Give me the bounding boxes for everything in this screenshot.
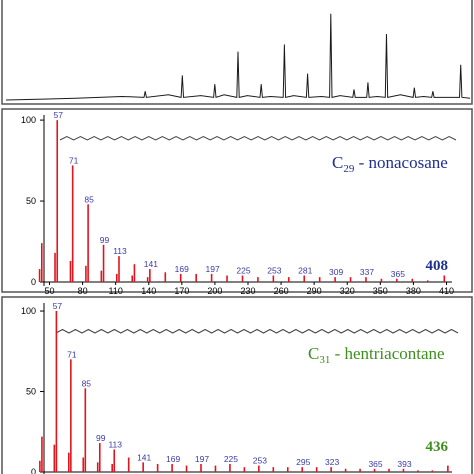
hentriacontane-compound-label: C31 - hentriacontane: [308, 344, 445, 366]
nonacosane-panel: 0 50 100 50 80 110 140 170 200 230 260 290 320 350 38…: [1, 108, 473, 296]
nonacosane-frame: [1, 108, 473, 293]
peak-label: 57: [53, 301, 63, 311]
peak-label: 365: [391, 269, 405, 279]
peak-label: 337: [360, 267, 374, 277]
peak-label: 99: [96, 433, 106, 443]
x-tick-label: 230: [240, 286, 255, 296]
peak-label: 225: [236, 266, 250, 276]
peak-label: 393: [397, 459, 411, 469]
y-tick-label: 100: [21, 115, 36, 125]
peak-label: 99: [100, 235, 110, 245]
x-tick-label: 140: [141, 286, 156, 296]
y-tick-label: 50: [26, 387, 36, 397]
chromatogram-frame: [1, 0, 473, 105]
peak-label: 85: [82, 378, 92, 388]
x-tick-label: 290: [307, 286, 322, 296]
peak-label: 309: [329, 267, 343, 277]
peak-label: 295: [296, 457, 310, 467]
x-tick-label: 350: [373, 286, 388, 296]
hentriacontane-frame: [1, 296, 473, 474]
x-tick-label: 80: [78, 286, 88, 296]
peak-label: 169: [166, 454, 180, 464]
y-tick-label: 0: [31, 467, 36, 474]
hentriacontane-molecular-ion: 436: [426, 439, 449, 455]
x-tick-label: 320: [340, 286, 355, 296]
y-tick-label: 100: [21, 306, 36, 316]
chromatogram-panel: [1, 0, 473, 105]
peak-label: 71: [67, 349, 77, 359]
peak-label: 169: [175, 264, 189, 274]
x-tick-label: 410: [439, 286, 454, 296]
nonacosane-compound-label: C29 - nonacosane: [332, 153, 448, 175]
peak-label: 113: [113, 246, 127, 256]
x-tick-label: 50: [45, 286, 55, 296]
nonacosane-molecular-ion: 408: [426, 258, 449, 274]
hentriacontane-structure: [55, 328, 459, 334]
x-tick-label: 380: [406, 286, 421, 296]
y-tick-label: 50: [26, 196, 36, 206]
nonacosane-structure: [59, 135, 457, 141]
x-tick-label: 170: [174, 286, 189, 296]
x-tick-label: 260: [274, 286, 289, 296]
y-tick-label: 0: [31, 277, 36, 287]
peak-label: 197: [195, 454, 209, 464]
peak-label: 365: [368, 459, 382, 469]
peak-label: 141: [137, 452, 151, 462]
peak-label: 253: [267, 266, 281, 276]
peak-label: 57: [53, 110, 63, 120]
x-tick-label: 200: [207, 286, 222, 296]
peak-label: 71: [69, 155, 79, 165]
peak-label: 281: [298, 266, 312, 276]
peak-label: 253: [253, 456, 267, 466]
peak-label: 225: [224, 454, 238, 464]
chromatogram-trace: [5, 13, 471, 101]
peak-label: 113: [108, 439, 122, 449]
peak-label: 85: [84, 194, 94, 204]
peak-label: 197: [206, 264, 220, 274]
x-tick-label: 110: [108, 286, 122, 296]
peak-label: 323: [325, 457, 339, 467]
peak-label: 141: [144, 259, 158, 269]
